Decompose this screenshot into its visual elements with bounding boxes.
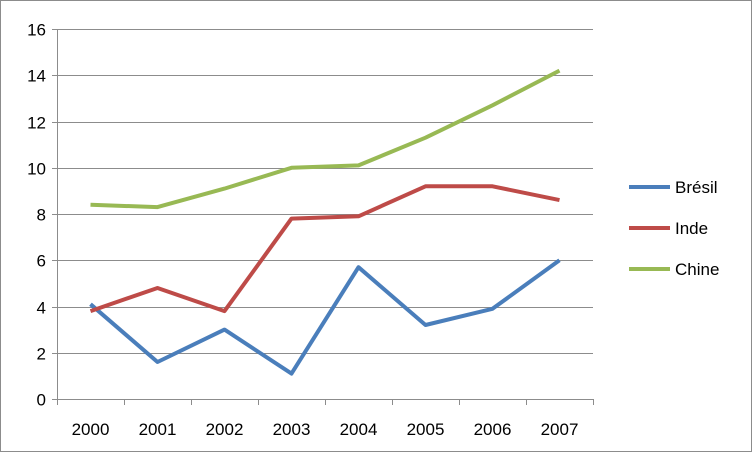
x-tick-label-2005: 2005: [407, 420, 445, 439]
legend-item-bresil: Brésil: [629, 178, 718, 197]
legend-label-bresil: Brésil: [675, 178, 718, 197]
legend-item-chine: Chine: [629, 260, 719, 279]
legend-label-inde: Inde: [675, 219, 708, 238]
series-lines: [89, 68, 561, 376]
axes: [52, 29, 594, 405]
y-tick-label: 10: [27, 160, 46, 179]
x-tick-label-2004: 2004: [340, 420, 378, 439]
y-tick-label: 0: [37, 391, 46, 410]
x-tick-label-2006: 2006: [474, 420, 512, 439]
series-line-bresil: [89, 258, 561, 376]
x-tick-label-2001: 2001: [139, 420, 177, 439]
legend: Brésil Inde Chine: [629, 178, 719, 279]
y-tick-label: 16: [27, 21, 46, 40]
legend-item-inde: Inde: [629, 219, 708, 238]
legend-label-chine: Chine: [675, 260, 719, 279]
series-line-inde: [89, 184, 560, 314]
y-tick-label: 12: [27, 114, 46, 133]
y-tick-label: 8: [37, 206, 46, 225]
x-tick-label-2003: 2003: [273, 420, 311, 439]
x-tick-label-2000: 2000: [72, 420, 110, 439]
y-tick-labels: 0 2 4 6 8 10 12 14 16: [27, 21, 46, 410]
y-tick-label: 2: [37, 345, 46, 364]
y-tick-label: 6: [37, 252, 46, 271]
x-tick-label-2002: 2002: [206, 420, 244, 439]
x-tick-labels: 2000 2001 2002 2003 2004 2005 2006 2007: [72, 420, 579, 439]
series-line-chine: [90, 68, 561, 210]
y-tick-label: 4: [37, 299, 46, 318]
y-tick-label: 14: [27, 67, 46, 86]
x-tick-label-2007: 2007: [541, 420, 579, 439]
